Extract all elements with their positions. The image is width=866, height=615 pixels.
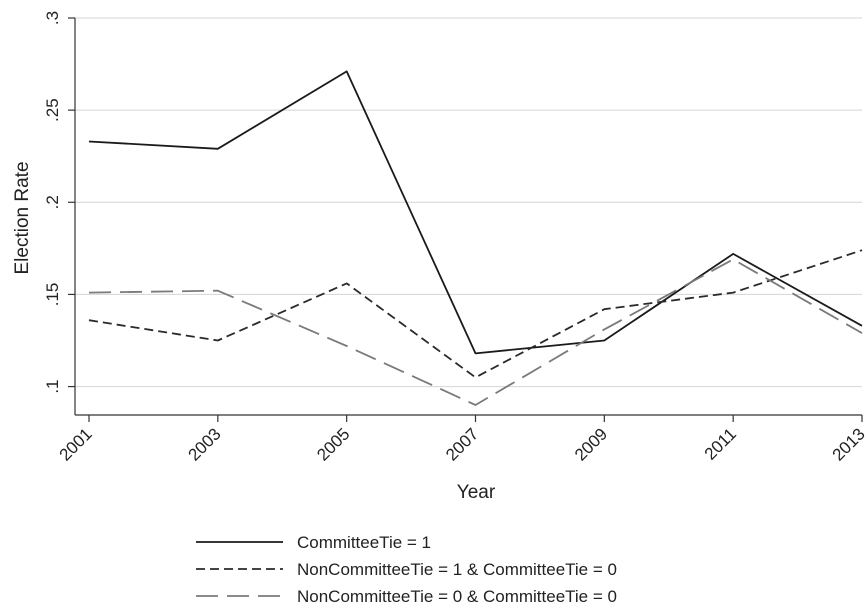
y-tick-label: .25	[43, 98, 62, 122]
x-axis-title: Year	[457, 482, 496, 503]
x-tick-label: 2009	[571, 424, 611, 464]
y-axis-title: Election Rate	[12, 161, 33, 274]
x-tick-label: 2007	[442, 424, 482, 464]
y-axis-ticks: .1 .15 .2 .25 .3	[43, 11, 75, 394]
series-line-3	[88, 258, 863, 406]
series-line-2	[88, 249, 863, 379]
legend-label-1: CommitteeTie = 1	[297, 533, 431, 552]
x-tick-label: 2013	[829, 424, 866, 464]
y-tick-label: .15	[43, 283, 62, 307]
y-tick-label: .2	[43, 195, 62, 209]
y-tick-label: .1	[43, 379, 62, 393]
x-tick-label: 2005	[313, 424, 353, 464]
x-tick-label: 2011	[701, 424, 740, 463]
series-layer	[88, 70, 863, 406]
series-line-1	[88, 70, 863, 355]
x-tick-label: 2001	[56, 424, 96, 464]
axes	[74, 18, 862, 416]
gridlines	[75, 17, 862, 388]
x-axis-ticks: 2001 2003 2005 2007 2009 2011 2013	[56, 415, 866, 465]
y-tick-label: .3	[43, 11, 62, 25]
legend-label-2: NonCommitteeTie = 1 & CommitteeTie = 0	[297, 560, 617, 579]
legend-label-3: NonCommitteeTie = 0 & CommitteeTie = 0	[297, 587, 617, 606]
legend: CommitteeTie = 1 NonCommitteeTie = 1 & Co…	[196, 533, 617, 606]
x-tick-label: 2003	[184, 424, 224, 464]
